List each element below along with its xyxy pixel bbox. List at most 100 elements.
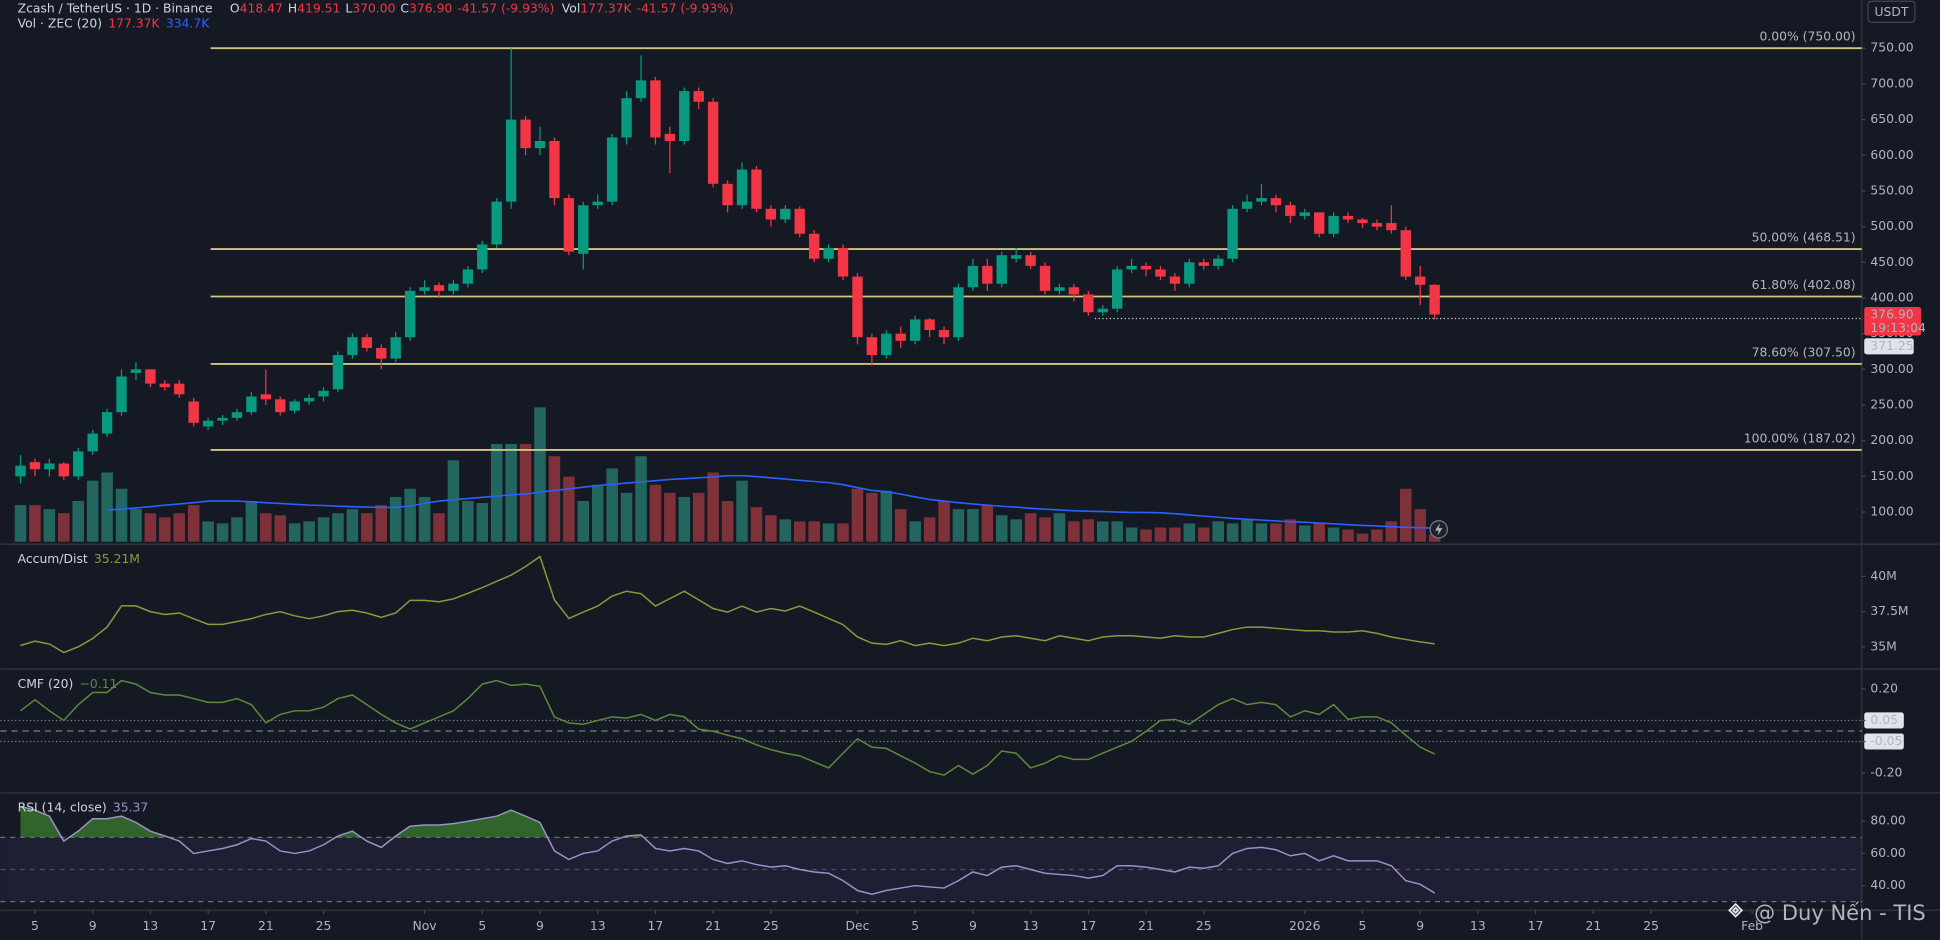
candle-body	[765, 208, 777, 220]
candle-body	[231, 412, 243, 418]
volume-bar	[765, 515, 777, 542]
volume-bar	[86, 480, 99, 542]
volume-bar	[1111, 521, 1123, 542]
volume-bar	[1414, 509, 1426, 542]
y-tick-label: 450.00	[1870, 255, 1913, 269]
candle-body	[1241, 201, 1253, 209]
volume-bar	[1356, 533, 1369, 542]
candle-body	[376, 347, 387, 359]
y-tick-label: 80.00	[1870, 814, 1906, 828]
volume-bar	[490, 443, 503, 542]
candle-body	[592, 201, 603, 206]
x-tick-label: 13	[590, 919, 606, 933]
candle-body	[202, 420, 214, 427]
candle-body	[58, 463, 70, 477]
y-tick-box	[1864, 712, 1904, 729]
candle-body	[289, 401, 300, 411]
fib-level-label: 61.80% (402.08)	[1752, 278, 1856, 292]
volume-bar	[447, 460, 460, 542]
volume-bar	[1140, 529, 1152, 542]
y-tick-label: -0.05	[1870, 734, 1902, 748]
volume-bar	[187, 505, 200, 542]
candle-body	[1054, 287, 1065, 291]
candle-body	[924, 319, 935, 331]
last-price-label: 376.90	[1870, 308, 1913, 322]
volume-name: Vol · ZEC (20)	[18, 16, 102, 30]
candle-body	[419, 287, 430, 291]
indicator-line	[20, 679, 1436, 776]
candle-body	[534, 141, 546, 149]
volume-bar	[981, 505, 994, 542]
x-tick-label: 21	[1138, 919, 1154, 933]
candle-body	[982, 265, 993, 284]
candle-body	[866, 337, 878, 356]
candle-body	[130, 369, 142, 373]
candle-body	[448, 283, 459, 291]
volume-bar	[1169, 527, 1181, 542]
candle-body	[87, 433, 98, 452]
volume-bar	[721, 501, 734, 542]
legend-key: H	[288, 1, 297, 15]
candle-body	[347, 337, 358, 356]
overbought-fill	[20, 806, 644, 838]
volume-bar	[808, 521, 820, 542]
indicator-value: 35.21M	[94, 552, 140, 566]
x-tick-label: 5	[911, 919, 919, 933]
candle-body	[246, 396, 257, 413]
x-tick-label: 25	[1643, 919, 1659, 933]
y-tick-label: 750.00	[1870, 41, 1913, 55]
symbol: Zcash / TetherUS · 1D · Binance	[18, 1, 213, 15]
y-tick-label: 37.5M	[1870, 604, 1908, 618]
legend-change: -41.57 (-9.93%)	[457, 1, 554, 15]
x-tick-label: 5	[478, 919, 486, 933]
candle-body	[1097, 308, 1108, 313]
candle-body	[1270, 198, 1282, 206]
volume-bar	[1082, 519, 1095, 542]
volume-bar	[1241, 519, 1253, 542]
volume-bar	[837, 523, 849, 542]
candle-body	[895, 333, 906, 341]
volume-bar	[736, 480, 748, 542]
volume-bar	[909, 521, 921, 542]
legend-value: 376.90	[409, 1, 452, 15]
legend-key: C	[400, 1, 409, 15]
candle-body	[664, 133, 676, 141]
y-tick-label: 40M	[1870, 569, 1896, 583]
indicator-name: Accum/Dist	[18, 552, 88, 566]
volume-bar	[202, 521, 214, 542]
price-line-box	[1864, 338, 1914, 355]
x-tick-label: 17	[1528, 919, 1544, 933]
legend-key: Vol	[562, 1, 581, 15]
x-tick-label: 2026	[1289, 919, 1321, 933]
countdown: 19:13:04	[1870, 321, 1926, 335]
x-tick-label: 13	[143, 919, 159, 933]
watermark-icon	[1728, 902, 1744, 918]
legend-key: L	[345, 1, 352, 15]
volume-bar	[1342, 529, 1354, 542]
candle-body	[217, 417, 228, 421]
candle-body	[188, 401, 199, 423]
candle-body	[1198, 262, 1209, 266]
x-tick-label: 9	[89, 919, 97, 933]
candle-body	[1342, 215, 1354, 220]
volume-bar	[1284, 519, 1297, 542]
candle-body	[621, 98, 632, 138]
volume-bar	[1400, 488, 1412, 542]
indicator-name: CMF (20)	[18, 676, 74, 690]
candle-body	[145, 369, 156, 384]
currency-button[interactable]	[1867, 0, 1916, 23]
candle-body	[808, 233, 820, 259]
volume-bar	[1154, 527, 1167, 542]
candle-body	[1184, 262, 1195, 284]
volume-bar	[361, 513, 373, 542]
volume-bar	[231, 517, 243, 542]
x-tick-label: 21	[258, 919, 274, 933]
candle-body	[736, 169, 748, 206]
candle-body	[1285, 205, 1296, 216]
y-tick-label: 40.00	[1870, 878, 1906, 892]
volume-bar	[692, 492, 705, 542]
volume-bar	[216, 523, 229, 542]
volume-bar	[1212, 521, 1224, 542]
symbol-legend: Zcash / TetherUS · 1D · Binance O418.47 H4…	[18, 1, 734, 15]
